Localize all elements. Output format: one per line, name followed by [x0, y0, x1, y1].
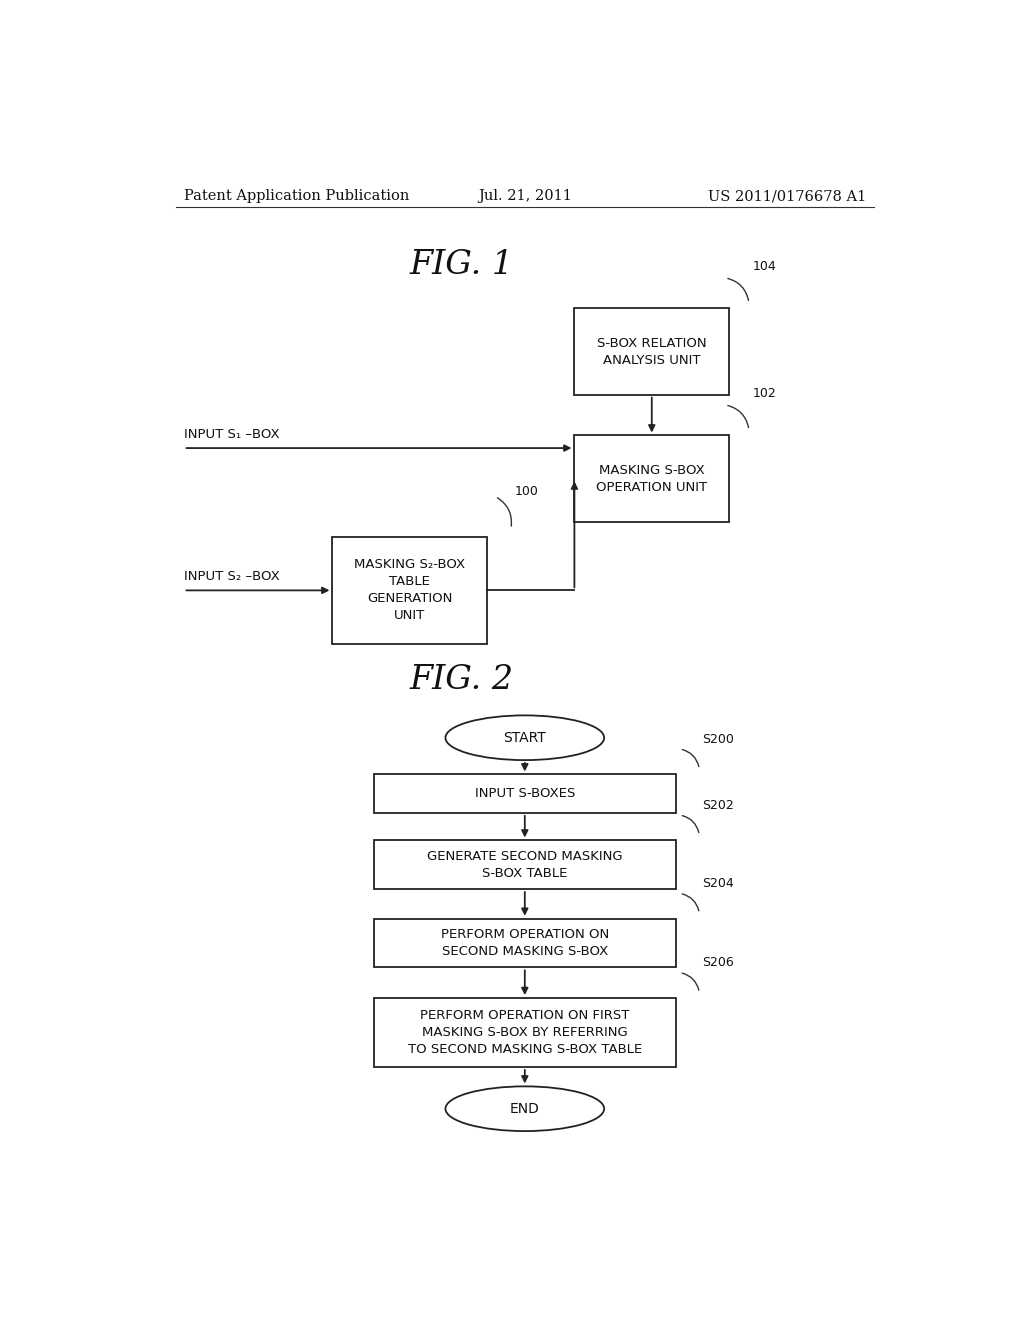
Text: S202: S202: [701, 799, 733, 812]
Text: Patent Application Publication: Patent Application Publication: [183, 189, 409, 203]
Text: S200: S200: [701, 733, 733, 746]
Ellipse shape: [445, 1086, 604, 1131]
Bar: [574, 309, 729, 395]
Text: S204: S204: [701, 878, 733, 890]
Bar: [574, 436, 729, 521]
Bar: [374, 775, 676, 813]
Text: PERFORM OPERATION ON
SECOND MASKING S-BOX: PERFORM OPERATION ON SECOND MASKING S-BO…: [440, 928, 609, 958]
Text: INPUT S₁ –BOX: INPUT S₁ –BOX: [183, 428, 280, 441]
Bar: [374, 998, 676, 1067]
Text: FIG. 2: FIG. 2: [410, 664, 513, 696]
Text: MASKING S₂-BOX
TABLE
GENERATION
UNIT: MASKING S₂-BOX TABLE GENERATION UNIT: [354, 558, 465, 622]
Text: 100: 100: [515, 486, 539, 499]
Text: 104: 104: [753, 260, 777, 273]
Bar: [374, 919, 676, 968]
Text: Jul. 21, 2011: Jul. 21, 2011: [478, 189, 571, 203]
Text: PERFORM OPERATION ON FIRST
MASKING S-BOX BY REFERRING
TO SECOND MASKING S-BOX TA: PERFORM OPERATION ON FIRST MASKING S-BOX…: [408, 1008, 642, 1056]
Text: GENERATE SECOND MASKING
S-BOX TABLE: GENERATE SECOND MASKING S-BOX TABLE: [427, 850, 623, 880]
Text: START: START: [504, 731, 546, 744]
Text: US 2011/0176678 A1: US 2011/0176678 A1: [708, 189, 866, 203]
Ellipse shape: [445, 715, 604, 760]
Text: S206: S206: [701, 957, 733, 969]
Text: END: END: [510, 1102, 540, 1115]
Text: FIG. 1: FIG. 1: [410, 249, 513, 281]
Text: MASKING S-BOX
OPERATION UNIT: MASKING S-BOX OPERATION UNIT: [596, 463, 708, 494]
Bar: [333, 537, 487, 644]
Text: INPUT S₂ –BOX: INPUT S₂ –BOX: [183, 570, 280, 583]
Text: INPUT S-BOXES: INPUT S-BOXES: [474, 787, 575, 800]
Text: S-BOX RELATION
ANALYSIS UNIT: S-BOX RELATION ANALYSIS UNIT: [597, 337, 707, 367]
Bar: [374, 841, 676, 890]
Text: 102: 102: [753, 387, 777, 400]
